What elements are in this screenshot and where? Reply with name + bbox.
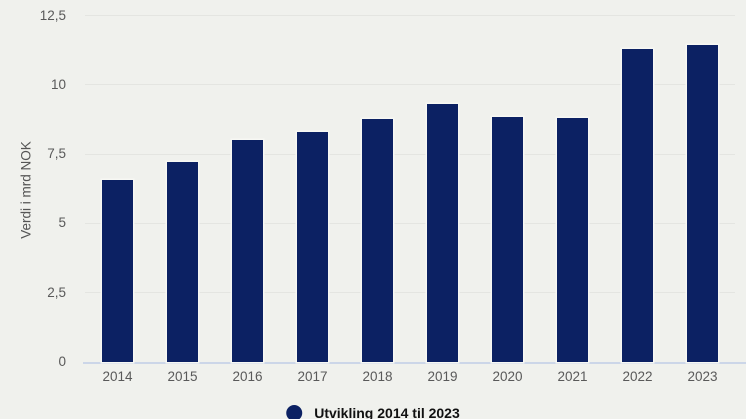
y-tick-label: 2,5 [47,284,66,300]
x-axis-line [83,362,746,364]
bar-2021[interactable] [557,118,588,362]
x-tick-label: 2021 [557,369,588,384]
legend-label: Utvikling 2014 til 2023 [314,405,460,419]
x-tick-label: 2022 [622,369,653,384]
bar-2022[interactable] [622,48,653,362]
bar-2018[interactable] [362,119,393,362]
gridline [85,15,735,16]
x-tick-label: 2023 [687,369,718,384]
bar-2014[interactable] [102,180,133,362]
y-tick-label: 10 [50,76,66,92]
gridline [85,153,735,155]
x-tick-label: 2016 [232,369,263,384]
x-tick-label: 2014 [102,369,133,384]
x-tick-label: 2019 [427,369,458,384]
y-tick-label: 12,5 [39,7,66,23]
gridline [85,84,735,86]
y-tick-label: 0 [58,354,66,369]
bar-2019[interactable] [427,104,458,362]
x-tick-label: 2018 [362,369,393,384]
y-tick-label: 5 [58,215,66,231]
gridline [85,292,735,294]
x-tick-label: 2015 [167,369,198,384]
bar-2016[interactable] [232,140,263,362]
bar-2017[interactable] [297,131,328,362]
gridline [85,222,735,224]
x-tick-label: 2017 [297,369,328,384]
y-tick-label: 7,5 [47,146,66,162]
bar-2020[interactable] [492,116,523,362]
bar-2015[interactable] [167,162,198,362]
bar-2023[interactable] [687,44,718,362]
legend-marker-icon [286,405,303,419]
legend-item[interactable]: Utvikling 2014 til 2023 [286,405,460,419]
x-tick-label: 2020 [492,369,523,384]
